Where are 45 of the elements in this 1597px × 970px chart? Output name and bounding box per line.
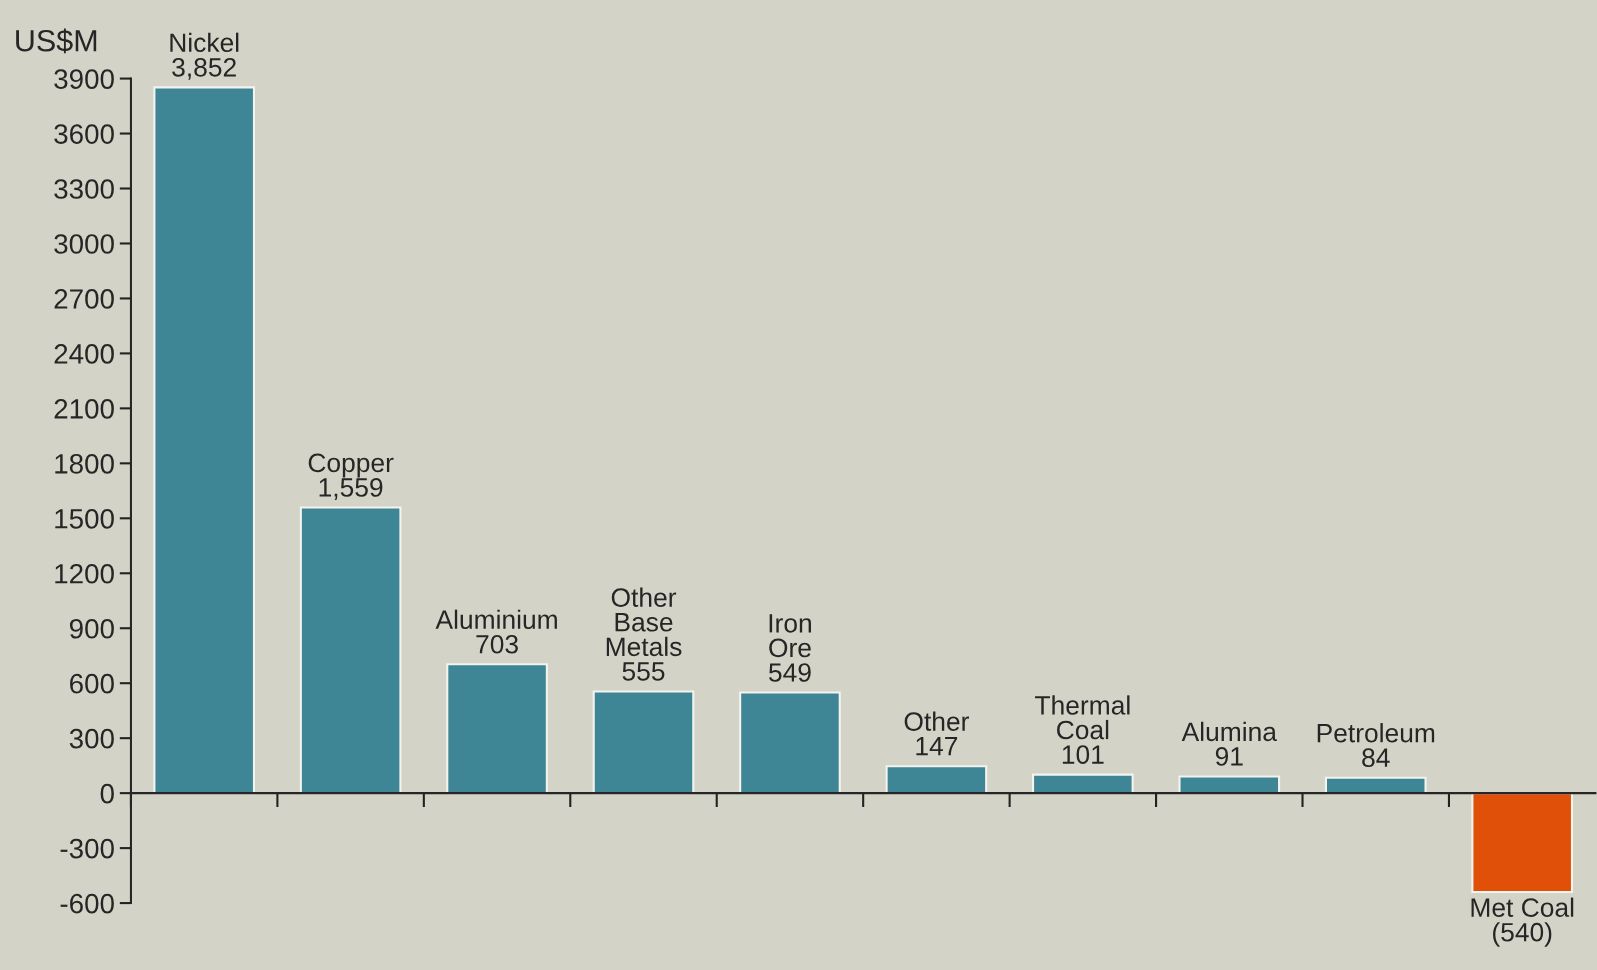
data-label: 549 — [769, 663, 811, 682]
x-tick-label: Petroleum — [1317, 723, 1435, 743]
y-tick-label: 3000 — [54, 234, 114, 254]
y-tick-label: 2700 — [54, 289, 114, 309]
x-tick-label: Copper — [308, 453, 394, 478]
bar — [885, 765, 988, 795]
y-axis-title: US$M — [16, 28, 97, 54]
y-tick-label: 1500 — [55, 508, 114, 529]
x-tick-label: Iron Ore — [769, 614, 811, 658]
bar — [446, 663, 548, 795]
y-tick-label: 3300 — [54, 179, 114, 199]
bar — [1178, 775, 1281, 795]
y-tick-label: -300 — [60, 838, 114, 859]
x-tick-label: Aluminium — [435, 609, 557, 630]
data-label: (540) — [1493, 922, 1552, 947]
y-tick-label: 1800 — [55, 454, 114, 474]
x-tick-label: Thermal Coal — [1035, 695, 1130, 740]
bar — [153, 86, 256, 795]
y-tick-label: -600 — [60, 893, 114, 914]
y-tick-label: 300 — [69, 728, 114, 749]
data-label: 101 — [1062, 745, 1104, 764]
x-tick-label: Nickel — [170, 32, 239, 53]
bar — [1471, 792, 1574, 894]
bar — [739, 691, 841, 795]
y-tick-label: 0 — [100, 783, 114, 804]
data-label: 147 — [916, 737, 958, 756]
data-label: 3,852 — [172, 57, 236, 80]
bar — [299, 506, 402, 795]
bar — [592, 690, 695, 795]
x-tick-label: Alumina — [1181, 721, 1277, 742]
y-tick-label: 900 — [69, 618, 114, 639]
data-label: 703 — [476, 634, 518, 654]
x-tick-label: Other — [904, 711, 969, 731]
y-tick-label: 2400 — [54, 344, 114, 364]
x-tick-label: Other Base Metals — [606, 587, 682, 657]
data-label: 555 — [622, 662, 665, 681]
y-tick-label: 2100 — [54, 399, 114, 419]
y-tick-label: 3600 — [54, 124, 114, 144]
data-label: 1,559 — [319, 478, 383, 500]
data-label: 91 — [1215, 747, 1243, 766]
data-label: 84 — [1362, 748, 1390, 768]
y-tick-label: 1200 — [55, 563, 114, 584]
y-tick-label: 3900 — [54, 69, 114, 89]
y-tick-label: 600 — [70, 673, 114, 694]
x-tick-label: Met Coal — [1471, 897, 1574, 917]
